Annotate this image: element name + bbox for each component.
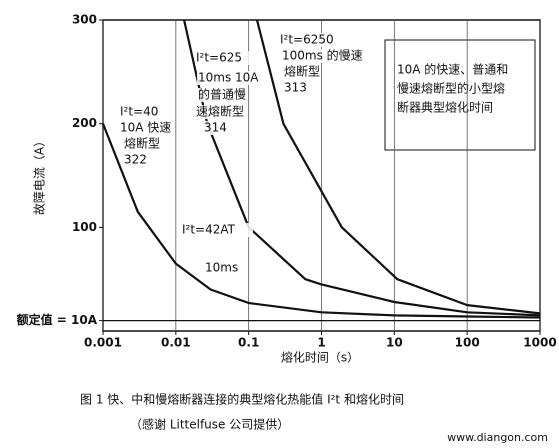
x-tick-label: 0.001 [84, 336, 122, 350]
annotation: 322 [124, 153, 147, 167]
y-axis-label: 故障电流（A） [32, 135, 47, 215]
annotation: 10A 快速 [120, 121, 171, 135]
annotation: I²t=625 [196, 51, 242, 65]
curve [183, 19, 541, 317]
note-line: 慢速熔断型的小型熔 [397, 81, 505, 96]
note-box [384, 39, 536, 151]
caption: 图 1 快、中和慢熔断器连接的典型熔化热能值 I²t 和熔化时间 [80, 392, 404, 407]
annotation: I²t=42AT [182, 223, 236, 237]
x-tick-label: 10 [386, 336, 403, 350]
annotation: I²t=6250 [280, 33, 334, 47]
caption: （感谢 Littelfuse 公司提供） [130, 417, 289, 432]
annotation: 10ms 10A [198, 71, 259, 85]
annotation-bg [203, 121, 230, 135]
y-tick-label: 300 [72, 13, 97, 27]
annotation: 熔断型 [284, 64, 320, 79]
annotation: 熔断型 [124, 136, 160, 151]
note-line: 10A 的快速、普通和 [397, 62, 508, 77]
annotation-bg [119, 105, 173, 119]
annotation: 100ms 的慢速 [282, 48, 363, 63]
y-tick-label: 100 [72, 220, 97, 234]
annotation-bg [279, 33, 351, 47]
annotation-bg [119, 121, 173, 135]
annotation-bg [197, 71, 269, 85]
annotation-bg [123, 153, 150, 167]
annotation: 10ms [205, 261, 238, 275]
curve [255, 19, 541, 315]
x-tick-label: 100 [455, 336, 480, 350]
x-tick-label: 0.1 [238, 336, 259, 350]
y-tick-label: 200 [72, 116, 97, 130]
annotation-bg [197, 88, 233, 102]
annotation-bg [195, 51, 258, 65]
watermark: www.diangon.com [447, 431, 548, 444]
annotation: I²t=40 [120, 105, 158, 119]
annotation-bg [283, 81, 310, 95]
annotation-bg [281, 49, 362, 63]
note-line: 断器典型熔化时间 [397, 100, 493, 115]
annotation-bg [123, 137, 150, 151]
annotation-bg [204, 261, 240, 275]
x-tick-label: 0.01 [161, 336, 191, 350]
curve [101, 123, 541, 319]
annotation: 速熔断型 [196, 104, 244, 119]
annotation: 的普通慢 [198, 87, 246, 102]
annotation-bg [195, 105, 231, 119]
x-tick-label: 1000 [523, 336, 556, 350]
annotation: 314 [204, 121, 227, 135]
annotation: 313 [284, 81, 307, 95]
x-tick-label: 1 [317, 336, 325, 350]
annotation-bg [181, 223, 253, 237]
y-tick-label: 额定值 = 10A [17, 312, 98, 327]
x-axis-label: 熔化时间（s） [281, 350, 359, 365]
annotation-bg [283, 65, 310, 79]
